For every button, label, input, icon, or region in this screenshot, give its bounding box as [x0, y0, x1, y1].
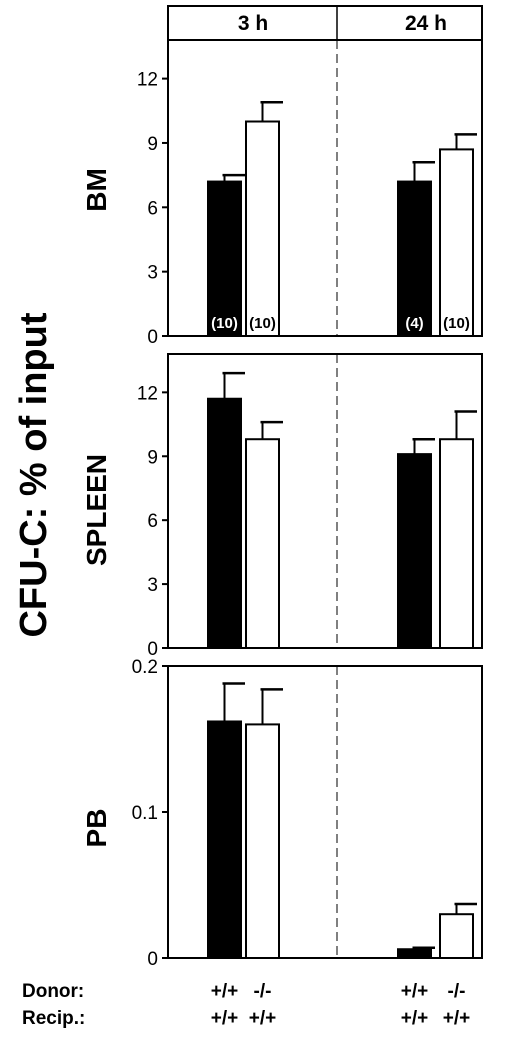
recip-genotype-2: +/+ — [401, 1008, 428, 1029]
recip-genotype-0: +/+ — [211, 1008, 238, 1029]
bar-pb-0 — [207, 720, 242, 959]
bar-bm-3 — [439, 148, 474, 337]
panel-frame-bm — [167, 39, 483, 337]
bar-spleen-0 — [207, 397, 242, 649]
bar-bm-0 — [207, 180, 242, 337]
bar-pb-1 — [245, 723, 280, 960]
y-tick-label: 9 — [147, 134, 158, 155]
y-tick-label: 0 — [147, 639, 158, 660]
panel-label-pb: PB — [81, 809, 112, 848]
n-label: (10) — [211, 315, 238, 332]
panel-frame-spleen — [167, 353, 483, 649]
panel-label-spleen: SPLEEN — [81, 454, 112, 566]
n-label: (4) — [405, 315, 423, 332]
donor-genotype-2: +/+ — [401, 981, 428, 1002]
n-label: (10) — [443, 315, 470, 332]
recip-genotype-3: +/+ — [443, 1008, 470, 1029]
bar-spleen-1 — [245, 438, 280, 649]
y-tick-label: 3 — [147, 575, 158, 596]
donor-genotype-1: -/- — [254, 981, 272, 1002]
bar-pb-3 — [439, 913, 474, 960]
bar-bm-1 — [245, 120, 280, 337]
timepoint-label-0: 3 h — [238, 12, 268, 35]
header-box — [167, 5, 483, 41]
panel-label-bm: BM — [81, 168, 112, 212]
n-label: (10) — [249, 315, 276, 332]
y-axis-label: CFU-C: % of input — [13, 312, 55, 637]
y-tick-label: 6 — [147, 511, 158, 532]
y-tick-label: 0.1 — [132, 803, 158, 824]
donor-genotype-3: -/- — [448, 981, 466, 1002]
recip-genotype-1: +/+ — [249, 1008, 276, 1029]
bar-bm-2 — [397, 180, 432, 337]
bar-spleen-3 — [439, 438, 474, 649]
y-tick-label: 6 — [147, 198, 158, 219]
recip-row-label: Recip.: — [22, 1008, 85, 1029]
y-tick-label: 0.2 — [132, 657, 158, 678]
y-tick-label: 3 — [147, 263, 158, 284]
timepoint-label-1: 24 h — [405, 12, 447, 35]
y-tick-label: 0 — [147, 327, 158, 348]
y-tick-label: 9 — [147, 447, 158, 468]
donor-genotype-0: +/+ — [211, 981, 238, 1002]
y-tick-label: 12 — [137, 70, 158, 91]
bar-pb-2 — [397, 948, 432, 959]
y-tick-label: 12 — [137, 383, 158, 404]
bar-spleen-2 — [397, 453, 432, 649]
donor-row-label: Donor: — [22, 981, 84, 1002]
y-tick-label: 0 — [147, 949, 158, 970]
